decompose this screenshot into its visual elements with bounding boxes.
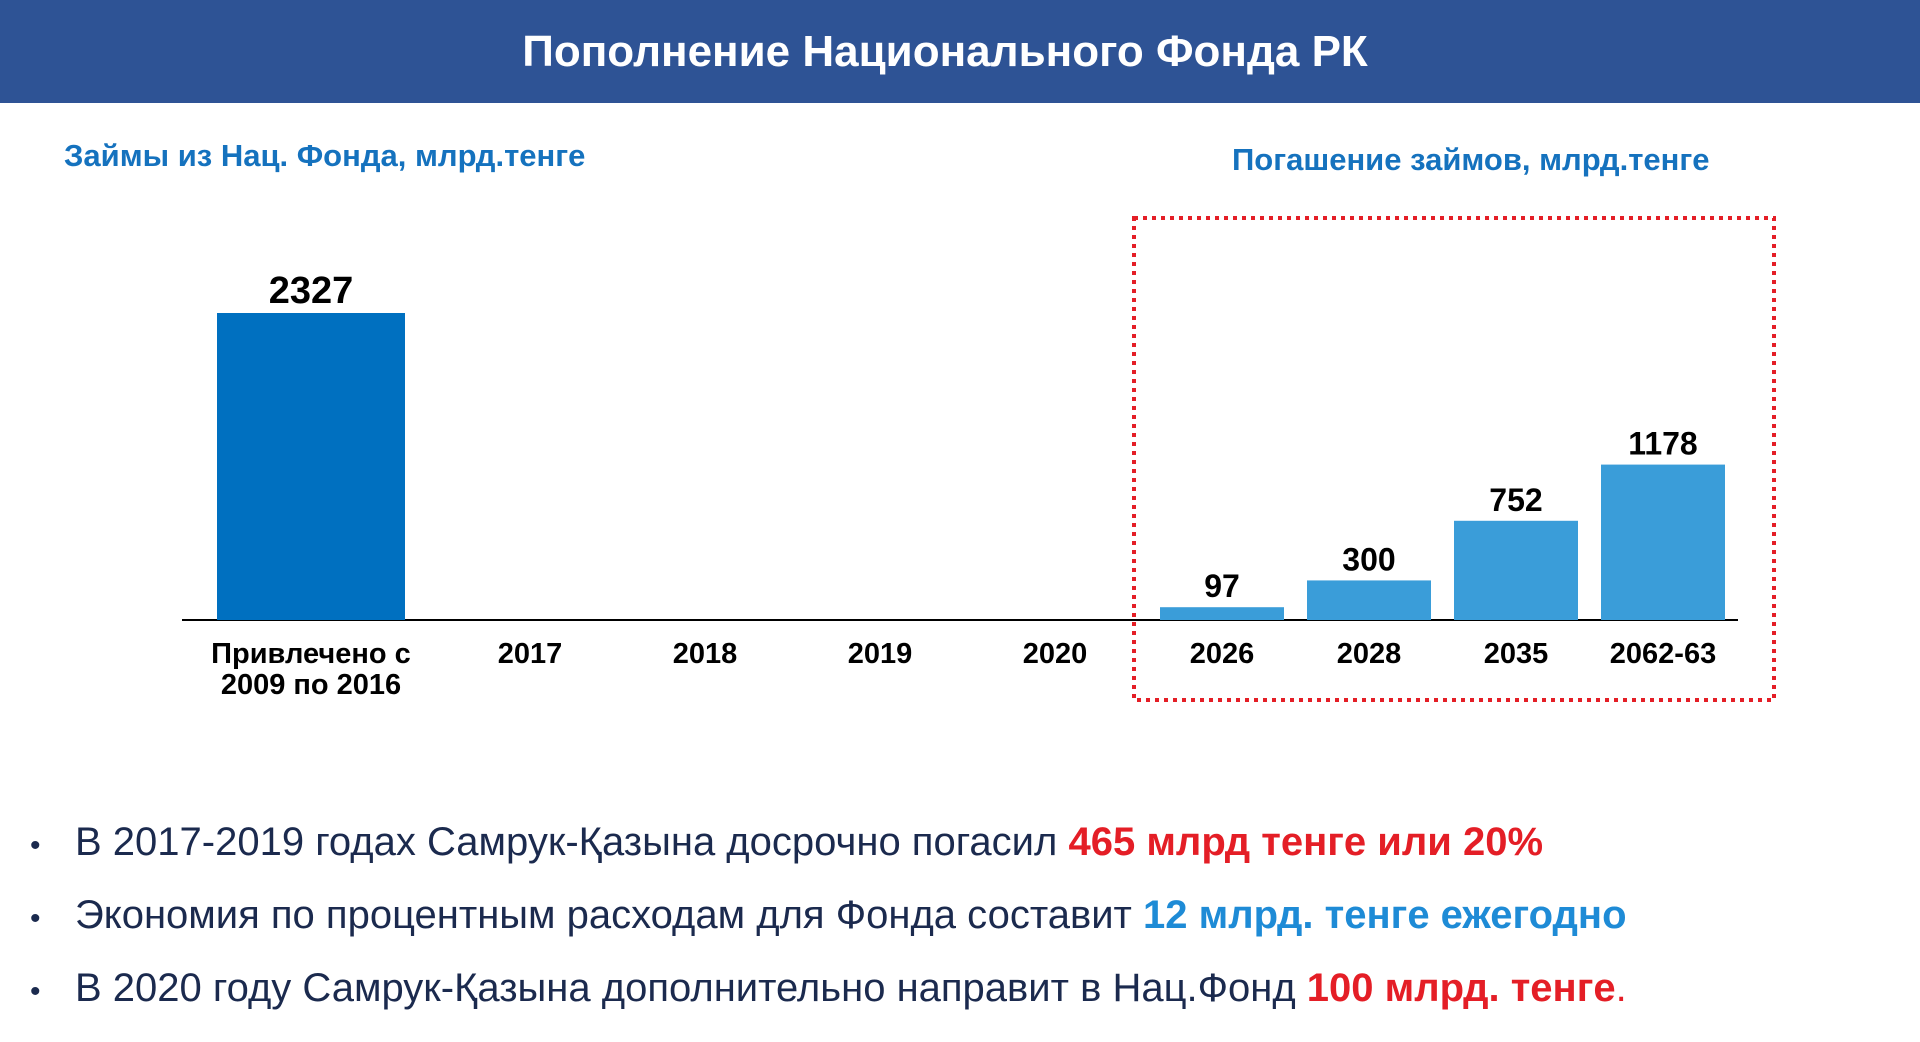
highlight-box <box>1132 216 1776 702</box>
bullet-text: Экономия по процентным расходам для Фонд… <box>75 893 1143 937</box>
bullet-dot-icon: • <box>30 975 41 1008</box>
bullet-item-0: • В 2017-2019 годах Самрук-Қазына досроч… <box>30 820 1910 893</box>
tick-label-8: 2062-63 <box>1610 638 1716 670</box>
subtitle-loans: Займы из Нац. Фонда, млрд.тенге <box>64 138 586 173</box>
tick-label-6: 2028 <box>1337 638 1402 670</box>
tick-label-1: 2017 <box>498 638 563 670</box>
bullet-dot-icon: • <box>30 902 41 935</box>
subtitle-repayments: Погашение займов, млрд.тенге <box>1232 142 1710 177</box>
bullet-list: • В 2017-2019 годах Самрук-Қазына досроч… <box>30 820 1910 1039</box>
tick-label-5: 2026 <box>1190 638 1255 670</box>
tick-label-7: 2035 <box>1484 638 1549 670</box>
bullet-item-2: • В 2020 году Самрук-Қазына дополнительн… <box>30 966 1910 1039</box>
tick-label-4: 2020 <box>1023 638 1088 670</box>
bullet-text: В 2020 году Самрук-Қазына дополнительно … <box>75 966 1307 1010</box>
bar-7 <box>1454 520 1578 620</box>
data-label-0: 2327 <box>269 270 354 312</box>
bar-6 <box>1307 580 1431 620</box>
bullet-dot-icon: • <box>30 829 41 862</box>
bullet-highlight: 12 млрд. тенге ежегодно <box>1143 893 1627 937</box>
bar-8 <box>1601 464 1725 620</box>
data-label-8: 1178 <box>1628 426 1697 462</box>
tick-label-0-line-1: 2009 по 2016 <box>221 669 401 701</box>
bullet-text: В 2017-2019 годах Самрук-Қазына досрочно… <box>75 820 1069 864</box>
tick-label-3: 2019 <box>848 638 913 670</box>
data-label-5: 97 <box>1204 568 1240 604</box>
data-label-7: 752 <box>1489 482 1542 518</box>
bar-0 <box>217 313 405 620</box>
page-header: Пополнение Национального Фонда РК <box>0 0 1920 103</box>
bullet-highlight: 100 млрд. тенге <box>1306 966 1616 1010</box>
bullet-item-1: • Экономия по процентным расходам для Фо… <box>30 893 1910 966</box>
bullet-highlight: 465 млрд тенге или 20% <box>1068 820 1544 864</box>
bullet-tail: . <box>1615 966 1627 1010</box>
data-label-6: 300 <box>1342 541 1395 577</box>
bar-5 <box>1160 607 1284 620</box>
page-title: Пополнение Национального Фонда РК <box>522 26 1368 76</box>
tick-label-0-line-0: Привлечено с <box>211 638 411 670</box>
tick-label-2: 2018 <box>673 638 738 670</box>
